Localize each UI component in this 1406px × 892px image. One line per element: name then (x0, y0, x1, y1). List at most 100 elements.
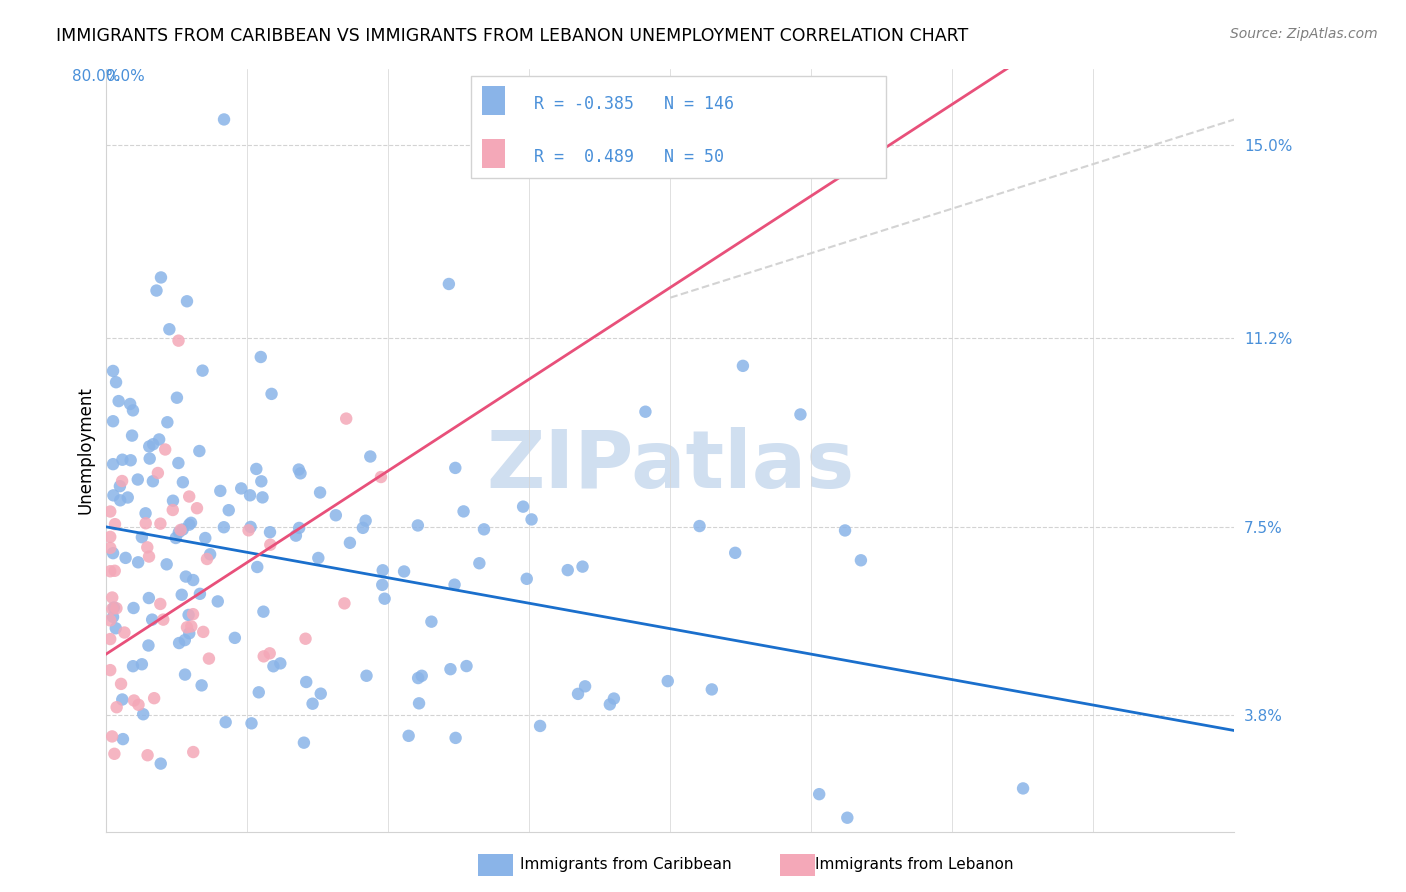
Immigrants from Caribbean (468, 556, 491, 570)
Immigrants from Caribbean (181, 573, 204, 587)
Immigrants from Lebanon (136, 748, 159, 763)
Immigrants from Lebanon (111, 474, 134, 488)
Immigrants from Caribbean (131, 530, 153, 544)
Immigrants from Caribbean (111, 452, 134, 467)
Immigrants from Caribbean (352, 521, 374, 535)
Immigrants from Caribbean (173, 633, 195, 648)
Immigrants from Caribbean (156, 415, 179, 429)
Immigrants from Lebanon (98, 564, 121, 578)
Immigrants from Lebanon (143, 691, 166, 706)
Immigrants from Caribbean (127, 473, 149, 487)
Immigrants from Caribbean (156, 558, 179, 572)
Immigrants from Caribbean (512, 500, 534, 514)
Immigrants from Caribbean (374, 591, 396, 606)
Immigrants from Caribbean (371, 578, 394, 592)
Immigrants from Caribbean (103, 488, 125, 502)
Immigrants from Caribbean (700, 682, 723, 697)
Immigrants from Lebanon (152, 613, 174, 627)
Immigrants from Caribbean (325, 508, 347, 523)
Text: R =  0.489   N = 50: R = 0.489 N = 50 (534, 148, 724, 166)
Immigrants from Lebanon (104, 517, 127, 532)
Immigrants from Lebanon (167, 334, 190, 348)
Immigrants from Caribbean (212, 520, 235, 534)
Immigrants from Caribbean (398, 729, 420, 743)
Immigrants from Caribbean (292, 736, 315, 750)
Immigrants from Caribbean (142, 437, 165, 451)
Immigrants from Caribbean (724, 546, 747, 560)
Immigrants from Lebanon (138, 549, 160, 564)
Immigrants from Caribbean (141, 613, 163, 627)
Immigrants from Caribbean (246, 560, 269, 574)
Immigrants from Caribbean (406, 671, 429, 685)
Immigrants from Caribbean (603, 691, 626, 706)
Immigrants from Lebanon (153, 442, 176, 457)
Immigrants from Caribbean (172, 475, 194, 490)
Immigrants from Lebanon (294, 632, 316, 646)
Immigrants from Caribbean (122, 601, 145, 615)
Immigrants from Lebanon (176, 620, 198, 634)
Immigrants from Lebanon (104, 564, 127, 578)
Immigrants from Caribbean (408, 696, 430, 710)
Immigrants from Lebanon (98, 541, 121, 555)
Immigrants from Caribbean (120, 453, 142, 467)
Immigrants from Caribbean (252, 605, 274, 619)
Text: Immigrants from Caribbean: Immigrants from Caribbean (520, 857, 733, 872)
Immigrants from Caribbean (111, 692, 134, 706)
Immigrants from Caribbean (149, 270, 172, 285)
Immigrants from Caribbean (131, 657, 153, 672)
Immigrants from Caribbean (288, 521, 311, 535)
Immigrants from Lebanon (103, 747, 125, 761)
Immigrants from Lebanon (198, 651, 221, 665)
Immigrants from Caribbean (165, 531, 187, 545)
Immigrants from Caribbean (148, 433, 170, 447)
Immigrants from Caribbean (104, 621, 127, 635)
Immigrants from Caribbean (231, 482, 253, 496)
Text: Immigrants from Lebanon: Immigrants from Lebanon (815, 857, 1014, 872)
Immigrants from Lebanon (101, 730, 124, 744)
Immigrants from Caribbean (157, 322, 180, 336)
Immigrants from Caribbean (166, 391, 188, 405)
Immigrants from Caribbean (101, 364, 124, 378)
Immigrants from Caribbean (520, 512, 543, 526)
Immigrants from Caribbean (218, 503, 240, 517)
Immigrants from Caribbean (209, 483, 232, 498)
Immigrants from Lebanon (114, 625, 136, 640)
Immigrants from Caribbean (149, 756, 172, 771)
Immigrants from Caribbean (443, 577, 465, 591)
Immigrants from Lebanon (162, 503, 184, 517)
Immigrants from Caribbean (516, 572, 538, 586)
Immigrants from Caribbean (194, 531, 217, 545)
Immigrants from Caribbean (138, 440, 160, 454)
Immigrants from Caribbean (453, 504, 475, 518)
Immigrants from Lebanon (259, 538, 281, 552)
Immigrants from Caribbean (309, 485, 332, 500)
Immigrants from Lebanon (105, 601, 128, 615)
Immigrants from Caribbean (252, 491, 274, 505)
Immigrants from Caribbean (101, 414, 124, 428)
Immigrants from Lebanon (101, 591, 124, 605)
Immigrants from Caribbean (444, 461, 467, 475)
Immigrants from Caribbean (135, 506, 157, 520)
Immigrants from Caribbean (167, 525, 190, 540)
Immigrants from Lebanon (98, 530, 121, 544)
Immigrants from Caribbean (260, 387, 283, 401)
Immigrants from Caribbean (214, 715, 236, 730)
Y-axis label: Unemployment: Unemployment (77, 386, 94, 515)
Immigrants from Lebanon (101, 602, 124, 616)
Immigrants from Lebanon (98, 632, 121, 646)
Immigrants from Lebanon (128, 698, 150, 712)
Immigrants from Lebanon (259, 646, 281, 660)
Immigrants from Caribbean (262, 659, 284, 673)
Immigrants from Caribbean (247, 685, 270, 699)
Immigrants from Caribbean (138, 639, 160, 653)
Immigrants from Caribbean (138, 451, 160, 466)
Text: 0.0%: 0.0% (105, 69, 145, 84)
Immigrants from Caribbean (574, 679, 596, 693)
Immigrants from Caribbean (284, 528, 307, 542)
Immigrants from Lebanon (335, 411, 357, 425)
Immigrants from Caribbean (307, 551, 329, 566)
Immigrants from Caribbean (188, 444, 211, 458)
Immigrants from Caribbean (224, 631, 246, 645)
Immigrants from Caribbean (339, 536, 361, 550)
Immigrants from Caribbean (174, 667, 197, 681)
